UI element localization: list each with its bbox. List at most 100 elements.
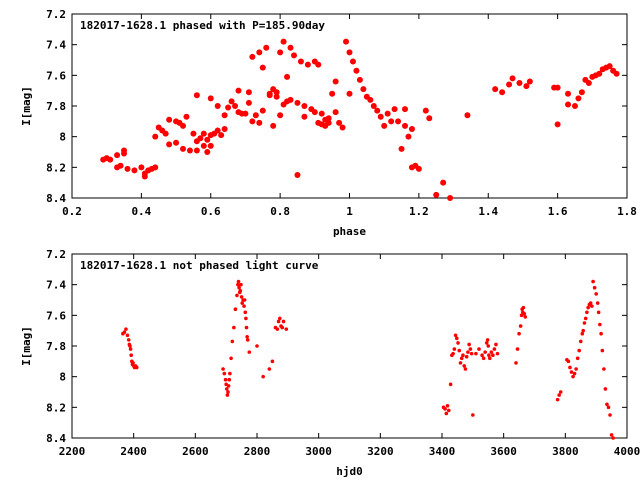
phased-data-point <box>245 89 252 96</box>
unphased-data-point <box>519 313 524 318</box>
unphased-data-point <box>608 413 612 417</box>
unphased-data-point <box>555 397 560 402</box>
unphased-data-point <box>125 333 130 338</box>
phased-data-point <box>526 78 533 85</box>
phased-data-point <box>422 107 429 114</box>
unphased-data-point <box>572 371 577 376</box>
unphased-data-point <box>600 348 605 353</box>
phased-data-point <box>464 112 471 119</box>
unphased-y-tick-label: 8.4 <box>46 432 66 445</box>
phased-data-point <box>565 101 572 108</box>
unphased-data-point <box>483 350 487 354</box>
phased-data-point <box>578 89 585 96</box>
unphased-data-point <box>456 341 460 345</box>
phased-data-point <box>121 147 128 154</box>
phased-data-point <box>180 145 186 152</box>
unphased-light-curve-panel: 182017-1628.1 not phased light curve hjd… <box>20 248 640 478</box>
phased-x-tick-label: 1.6 <box>548 205 568 218</box>
unphased-data-point <box>480 353 484 358</box>
unphased-data-point <box>471 413 475 417</box>
phased-data-point <box>377 113 384 120</box>
unphased-data-point <box>242 304 246 308</box>
phased-data-point <box>523 83 530 90</box>
phased-x-tick-label: 0.4 <box>131 205 151 218</box>
phased-data-point <box>204 149 211 155</box>
unphased-data-point <box>569 370 574 374</box>
unphased-data-point <box>566 359 571 364</box>
phased-data-point <box>166 141 173 148</box>
unphased-data-point <box>594 292 598 296</box>
phased-y-tick-label: 7.4 <box>46 39 66 52</box>
phased-data-point <box>582 76 589 83</box>
phased-chart-title: 182017-1628.1 phased with P=185.90day <box>80 19 325 32</box>
phased-x-tick-label: 1 <box>346 205 353 218</box>
unphased-plot-frame <box>71 253 628 439</box>
phased-data-point <box>506 81 513 88</box>
phased-data-point <box>509 75 516 82</box>
phased-data-point <box>318 110 325 117</box>
unphased-data-point <box>270 359 275 364</box>
phased-data-point <box>124 165 131 172</box>
phased-x-tick-label: 1.2 <box>409 205 429 218</box>
phased-data-point <box>263 44 270 51</box>
unphased-data-point <box>592 285 597 290</box>
phased-data-point <box>259 107 266 114</box>
unphased-data-point <box>595 301 600 305</box>
phased-data-point <box>388 118 395 125</box>
unphased-x-tick-label: 2800 <box>244 445 271 458</box>
unphased-data-point <box>598 322 602 327</box>
unphased-data-point <box>232 325 236 330</box>
phased-data-point <box>214 103 221 109</box>
phased-data-point <box>565 90 572 97</box>
phased-data-point <box>180 122 186 129</box>
phased-x-tick-label: 1.8 <box>617 205 637 218</box>
phased-y-tick-label: 8.2 <box>46 161 66 174</box>
phased-data-point <box>256 49 263 56</box>
unphased-data-point <box>514 361 518 365</box>
phased-data-point <box>207 95 214 102</box>
unphased-data-point <box>228 371 232 376</box>
unphased-data-point <box>491 353 495 358</box>
unphased-data-point <box>574 367 578 371</box>
phased-data-point <box>294 172 301 178</box>
unphased-data-point <box>446 408 451 413</box>
phased-data-point <box>141 170 148 177</box>
unphased-data-point <box>284 327 289 331</box>
phased-data-point <box>200 130 207 137</box>
phased-data-point <box>232 103 239 109</box>
phased-data-point <box>277 49 284 56</box>
unphased-data-point <box>585 310 589 315</box>
unphased-data-point <box>557 393 561 397</box>
unphased-data-point <box>221 367 225 371</box>
unphased-data-point <box>489 350 494 354</box>
phased-data-point <box>367 96 374 103</box>
phased-data-point <box>370 103 377 109</box>
phased-data-point <box>214 127 221 134</box>
unphased-data-point <box>495 351 500 356</box>
unphased-y-axis-label: I[mag] <box>20 326 33 366</box>
unphased-data-point <box>443 407 447 411</box>
phased-data-point <box>190 130 197 137</box>
unphased-data-point <box>128 344 132 348</box>
phased-light-curve-panel: 182017-1628.1 phased with P=185.90day ph… <box>20 8 637 238</box>
unphased-data-point <box>492 347 497 351</box>
unphased-data-points <box>121 279 615 440</box>
unphased-data-point <box>233 307 238 312</box>
unphased-data-point <box>469 351 474 356</box>
unphased-data-point <box>487 356 492 361</box>
phased-data-point <box>554 84 561 91</box>
unphased-data-point <box>484 341 489 345</box>
phased-data-point <box>408 126 415 132</box>
unphased-data-point <box>230 339 235 344</box>
phased-data-point <box>402 106 408 113</box>
phased-data-point <box>381 122 388 129</box>
unphased-data-point <box>602 367 606 371</box>
phased-data-point <box>183 113 190 120</box>
unphased-data-point <box>235 293 239 298</box>
unphased-data-point <box>448 382 453 387</box>
unphased-data-point <box>451 351 455 356</box>
phased-data-point <box>225 104 232 111</box>
phased-data-point <box>162 130 169 137</box>
unphased-data-point <box>242 298 247 302</box>
phased-data-point <box>280 38 287 45</box>
